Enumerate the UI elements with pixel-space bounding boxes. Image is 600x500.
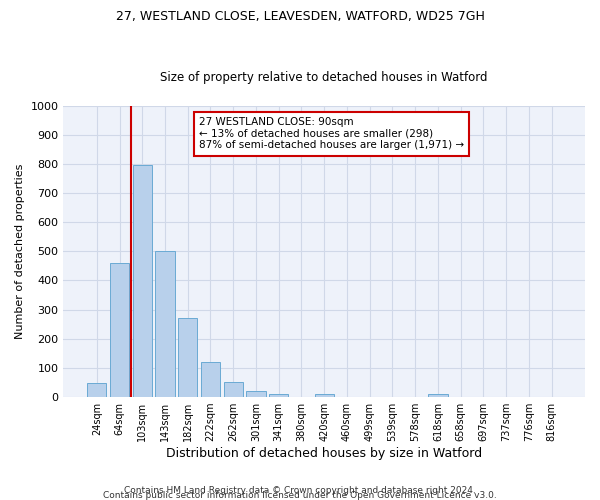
X-axis label: Distribution of detached houses by size in Watford: Distribution of detached houses by size … [166,447,482,460]
Bar [201,362,220,397]
Bar [110,263,129,397]
Bar [155,252,175,397]
Bar [133,166,152,397]
Bar [87,382,106,397]
Bar [224,382,243,397]
Y-axis label: Number of detached properties: Number of detached properties [15,164,25,339]
Bar [247,390,266,397]
Text: Contains HM Land Registry data © Crown copyright and database right 2024.: Contains HM Land Registry data © Crown c… [124,486,476,495]
Bar [269,394,289,397]
Text: 27 WESTLAND CLOSE: 90sqm
← 13% of detached houses are smaller (298)
87% of semi-: 27 WESTLAND CLOSE: 90sqm ← 13% of detach… [199,117,464,150]
Text: Contains public sector information licensed under the Open Government Licence v3: Contains public sector information licen… [103,490,497,500]
Text: 27, WESTLAND CLOSE, LEAVESDEN, WATFORD, WD25 7GH: 27, WESTLAND CLOSE, LEAVESDEN, WATFORD, … [116,10,484,23]
Title: Size of property relative to detached houses in Watford: Size of property relative to detached ho… [160,70,488,84]
Bar [178,318,197,397]
Bar [428,394,448,397]
Bar [314,394,334,397]
